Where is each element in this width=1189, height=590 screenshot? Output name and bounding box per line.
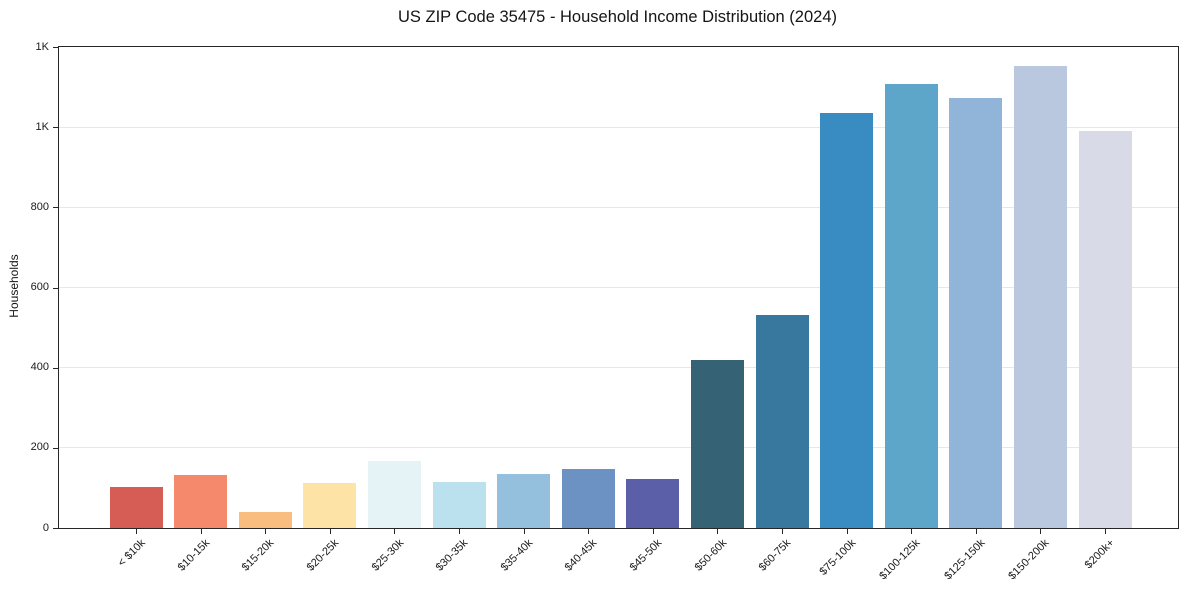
y-tick xyxy=(53,367,58,369)
bar xyxy=(820,113,874,528)
x-tick xyxy=(329,529,331,534)
y-tick xyxy=(53,447,58,449)
x-tick-label: $75-100k xyxy=(817,537,859,578)
y-tick xyxy=(53,207,58,209)
x-tick-label: $60-75k xyxy=(756,537,794,574)
bar xyxy=(109,487,163,528)
x-tick xyxy=(394,529,396,534)
x-tick xyxy=(975,529,977,534)
x-tick xyxy=(588,529,590,534)
y-tick-label: 0 xyxy=(42,521,49,534)
bar xyxy=(1013,66,1067,528)
bar xyxy=(367,461,421,528)
x-tick-label: $25-30k xyxy=(369,537,406,574)
y-tick-label: 600 xyxy=(30,281,49,293)
y-tick xyxy=(53,287,58,289)
gridline xyxy=(59,126,1178,128)
x-tick-label: $125-150k xyxy=(942,537,988,583)
y-tick xyxy=(53,127,58,129)
bar xyxy=(626,479,680,528)
gridline xyxy=(59,206,1178,208)
x-tick xyxy=(459,529,460,534)
y-tick-label: 1K xyxy=(35,40,49,53)
bar xyxy=(561,469,615,528)
bar xyxy=(690,360,744,528)
y-tick-label: 200 xyxy=(30,441,49,454)
y-tick xyxy=(53,47,58,48)
bar xyxy=(303,483,357,528)
bar xyxy=(755,315,809,528)
x-tick-label: $15-20k xyxy=(240,537,277,574)
gridline xyxy=(59,367,1178,369)
y-tick-label: 400 xyxy=(30,361,49,374)
x-tick xyxy=(136,529,137,534)
x-tick xyxy=(1105,529,1106,534)
x-tick-label: $200k+ xyxy=(1082,537,1117,572)
bar xyxy=(1078,131,1132,528)
x-tick xyxy=(652,529,654,534)
bar xyxy=(174,475,228,528)
x-tick-label: < $10k xyxy=(115,537,148,570)
x-tick-label: $10-15k xyxy=(175,537,213,574)
y-tick-label: 1K xyxy=(35,120,49,133)
x-tick-label: $150-200k xyxy=(1006,537,1052,583)
bar xyxy=(949,98,1003,528)
bar xyxy=(432,482,486,528)
x-tick xyxy=(846,529,848,534)
plot-area: 0 200 400 600 800 1K 1K < $10k $10-15k $15-20k $20… xyxy=(31,41,1179,582)
x-tick-label: $30-35k xyxy=(433,537,471,574)
y-tick xyxy=(53,528,58,529)
bar xyxy=(884,84,938,528)
x-tick-label: $35-40k xyxy=(498,537,536,574)
x-tick-label: $50-60k xyxy=(692,537,729,574)
x-tick xyxy=(911,529,913,534)
bar xyxy=(497,474,551,528)
x-tick-label: $40-45k xyxy=(563,537,600,574)
x-tick xyxy=(1040,529,1042,534)
gridline xyxy=(59,447,1178,449)
x-tick xyxy=(200,529,202,534)
chart-title: US ZIP Code 35475 - Household Income Dis… xyxy=(397,8,837,26)
x-tick-label: $20-25k xyxy=(304,537,342,574)
gridline xyxy=(59,287,1178,288)
y-tick-label: 800 xyxy=(30,200,49,213)
bar xyxy=(238,512,292,528)
x-tick xyxy=(782,529,783,534)
x-tick xyxy=(523,529,525,534)
x-tick-label: $45-50k xyxy=(627,537,665,574)
x-tick-label: $100-125k xyxy=(877,537,923,583)
x-tick xyxy=(717,529,719,534)
x-tick xyxy=(265,529,267,534)
